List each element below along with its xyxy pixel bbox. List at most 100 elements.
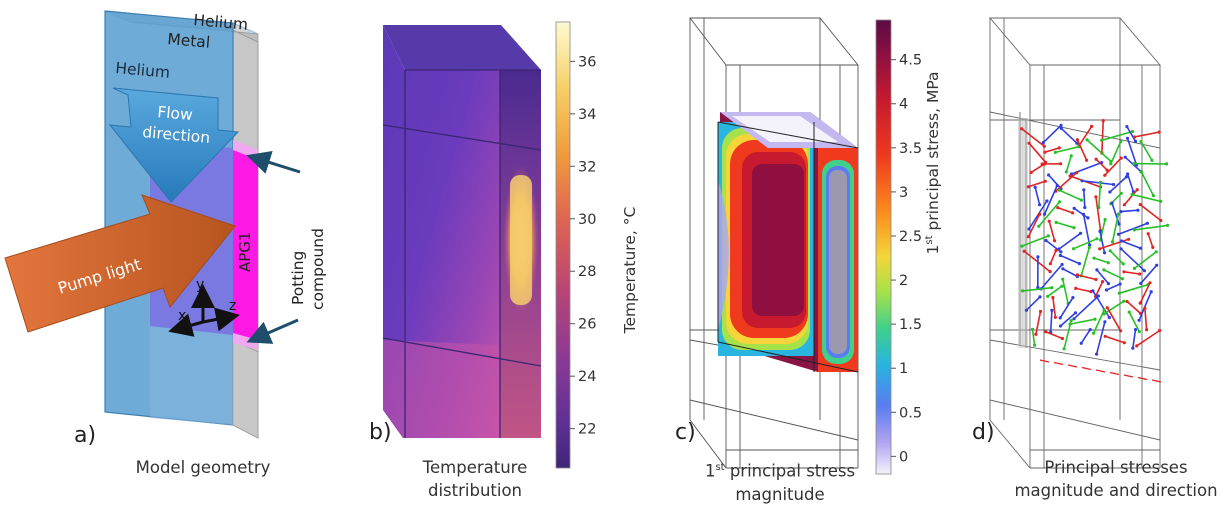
stress-vector: [1094, 281, 1104, 297]
potting-arrow-top: [246, 150, 301, 174]
stress-vector-end: [1157, 130, 1161, 134]
stress-vector-end: [1096, 294, 1100, 298]
temperature-tick-label: 24: [578, 369, 596, 385]
stress-vector-end: [1051, 295, 1055, 300]
stress-vector: [1136, 329, 1161, 347]
stress-vector-end: [1085, 158, 1089, 162]
stress-low-band: [718, 180, 729, 330]
stress-vector: [1067, 364, 1078, 368]
stress-vector: [1095, 158, 1108, 171]
stress-vector-end: [1127, 237, 1131, 241]
stress-vector: [1140, 141, 1153, 161]
temp-box-top: [383, 25, 541, 70]
helium-lower-region: [150, 320, 233, 425]
stress-vector-end: [1103, 218, 1107, 222]
stress-vector-end: [1054, 248, 1058, 253]
stress-tick-label: 1.5: [899, 317, 922, 333]
stress-vector-end: [1138, 203, 1142, 207]
stress-vector: [1048, 220, 1056, 241]
stress-vector: [1081, 366, 1092, 371]
stress-vector: [1073, 295, 1099, 320]
flow-direction-arrow: [108, 87, 240, 203]
stress-vector-end: [1100, 138, 1104, 142]
stress-vector: [1120, 209, 1138, 213]
panel-c-caption: 1st principal stress magnitude: [690, 456, 870, 506]
stress-vector: [1147, 233, 1154, 248]
stress-vector-end: [1026, 185, 1030, 189]
stress-vector-end: [1057, 247, 1061, 251]
stress-vector-end: [1034, 332, 1038, 336]
stress-vector: [1123, 189, 1138, 206]
stress-vector-end: [1058, 253, 1062, 258]
stress-vector-end: [1132, 228, 1136, 232]
panel-b-letter: b): [369, 420, 392, 445]
panel-b-caption-line2: distribution: [427, 481, 523, 500]
stress-vector-end: [1083, 205, 1087, 210]
stress-vector-end: [1120, 277, 1124, 281]
stress-vector: [1092, 290, 1110, 318]
panel-d-caption-line1: Principal stresses: [1044, 458, 1188, 477]
stress-vector-end: [1150, 158, 1154, 162]
panel-a-geometry: Helium Metal Helium Flow direction Pump …: [4, 10, 327, 439]
stress-vector: [1134, 131, 1160, 138]
stress-vector: [1053, 361, 1064, 366]
stress-vector: [1083, 189, 1086, 208]
stress-vector: [1103, 269, 1123, 280]
stress-vector: [1118, 222, 1148, 236]
stress-vector-end: [1106, 282, 1110, 286]
stress-vector-end: [1159, 199, 1163, 203]
stress-vector-end: [1122, 270, 1126, 274]
stress-vector-end: [1105, 306, 1109, 310]
stress-vector-end: [1098, 229, 1102, 233]
stress-vector-end: [1088, 243, 1092, 247]
stress-vector: [1092, 309, 1105, 334]
stress-vector: [1060, 254, 1080, 265]
panel-c-caption-line1: 1st principal stress: [690, 456, 870, 483]
temp-box-bottom-section: [383, 340, 500, 438]
stress-vector-end: [1082, 188, 1086, 192]
stress-label-sup: st: [923, 235, 935, 245]
stress-vector: [1052, 297, 1057, 318]
stress-vector: [1058, 232, 1082, 250]
stress-vector: [1109, 176, 1127, 193]
stress-vector: [1060, 127, 1078, 144]
stress-vector-end: [1104, 288, 1109, 292]
stress-vector-end: [1119, 191, 1123, 195]
stress-vector-end: [1116, 212, 1120, 216]
stress-vector: [1126, 138, 1138, 166]
stress-vector-end: [1058, 324, 1063, 328]
stress-vector-end: [1125, 299, 1129, 304]
stress-vector-end: [1087, 245, 1091, 250]
stress-vector-end: [1124, 175, 1128, 179]
stress-vector: [1098, 182, 1102, 208]
vector-crystal-edge-shade: [1018, 118, 1028, 348]
stress-vector: [1055, 221, 1075, 229]
stress-vector: [1057, 206, 1073, 214]
temp-hot-core: [510, 175, 532, 305]
stress-vector-end: [1036, 285, 1040, 289]
stress-vector-end: [1022, 249, 1026, 253]
stress-vector: [1049, 250, 1057, 265]
stress-vector-end: [1071, 296, 1075, 300]
stress-vector-end: [1072, 317, 1076, 321]
stress-vector: [1140, 171, 1155, 196]
label-axis-x: x: [178, 308, 186, 324]
stress-vector: [1059, 312, 1077, 327]
stress-vector-end: [1094, 277, 1098, 282]
stress-vector-end: [1077, 262, 1081, 266]
stress-vector: [1082, 180, 1114, 186]
stress-tick-label: 0: [899, 449, 908, 465]
stress-vector-end: [1127, 310, 1131, 314]
stress-vector: [1095, 196, 1102, 231]
metal-bottom-face: [232, 339, 259, 439]
stress-vector-end: [1072, 247, 1076, 251]
stress-vector-end: [1085, 138, 1089, 142]
stress-vector-end: [1046, 294, 1050, 298]
stress-vector-end: [1026, 235, 1030, 239]
stress-vector: [1059, 189, 1082, 201]
stress-vector-end: [1040, 162, 1044, 166]
stress-vector-end: [1060, 284, 1064, 288]
stress-vector-end: [1059, 123, 1063, 127]
stress-vector-end: [1038, 212, 1042, 216]
stress-vector-end: [1158, 328, 1162, 333]
